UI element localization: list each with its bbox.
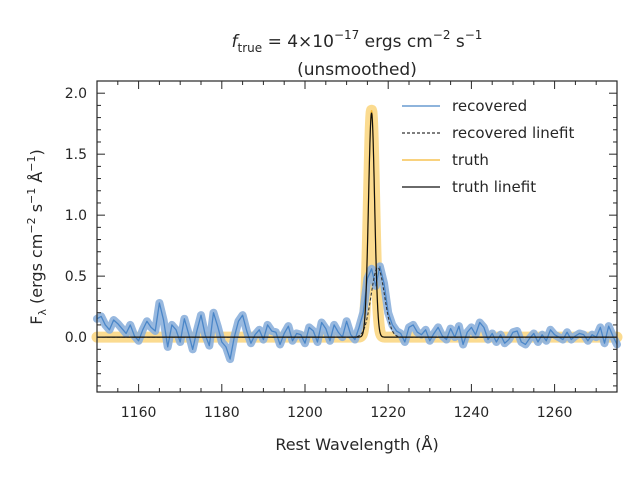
legend-label: truth — [452, 151, 489, 169]
plot-frame — [96, 80, 618, 393]
series-lines — [96, 110, 618, 360]
ylabel-f: F — [27, 316, 46, 325]
chart-title: ftrue = 4×10−17 ergs cm−2 s−1 — [232, 28, 483, 55]
x-tick-label: 1200 — [287, 405, 323, 421]
ylabel-cm-exp: −2 — [25, 217, 38, 233]
x-tick-label: 1240 — [454, 405, 490, 421]
ylabel-s-exp: −1 — [25, 188, 38, 204]
x-tick-label: 1180 — [204, 405, 240, 421]
y-tick-label: 2.0 — [65, 86, 87, 102]
x-axis-label: Rest Wavelength (Å) — [275, 435, 438, 454]
title-s: s — [450, 32, 464, 52]
x-tick-label: 1160 — [121, 405, 157, 421]
truth-linefit-line — [97, 112, 617, 338]
title-s-exp: −1 — [465, 28, 483, 42]
legend: recovered recovered linefit truth truth lin… — [402, 97, 574, 196]
ylabel-close: ) — [27, 149, 46, 155]
y-tick-label: 1.0 — [65, 208, 87, 224]
ylabel-ang-exp: −1 — [25, 155, 38, 171]
title-cm-exp: −2 — [433, 28, 451, 42]
title-f-subscript: true — [238, 41, 263, 55]
legend-label: recovered linefit — [452, 124, 574, 142]
y-tick-label: 0.5 — [65, 269, 87, 285]
truth-line — [97, 110, 617, 338]
y-tick-label: 1.5 — [65, 147, 87, 163]
title-equals: = 4×10 — [262, 32, 334, 52]
title-units: ergs cm — [359, 32, 433, 52]
ylabel-units: (ergs cm — [27, 234, 46, 309]
x-tick-label: 1220 — [370, 405, 406, 421]
ylabel-angstrom: Å — [27, 172, 46, 188]
uncertainty-bands — [91, 104, 623, 364]
x-tick-label: 1260 — [537, 405, 573, 421]
y-axis-label: Fλ (ergs cm−2 s−1 Å−1) — [25, 149, 49, 325]
ylabel-lambda: λ — [36, 309, 49, 316]
legend-label: truth linefit — [452, 178, 536, 196]
ylabel-s: s — [27, 204, 46, 217]
recovered-uncertainty-band — [93, 262, 621, 364]
axis-ticks: 1160 1180 1200 1220 1240 1260 0.0 0.5 1.0 1.5 2.0 — [65, 80, 618, 421]
y-tick-label: 0.0 — [65, 330, 87, 346]
title-exponent: −17 — [334, 28, 359, 42]
title-f: f — [232, 32, 241, 52]
chart-subtitle: (unsmoothed) — [297, 60, 417, 80]
truth-uncertainty-band — [91, 104, 623, 343]
legend-label: recovered — [452, 97, 527, 115]
